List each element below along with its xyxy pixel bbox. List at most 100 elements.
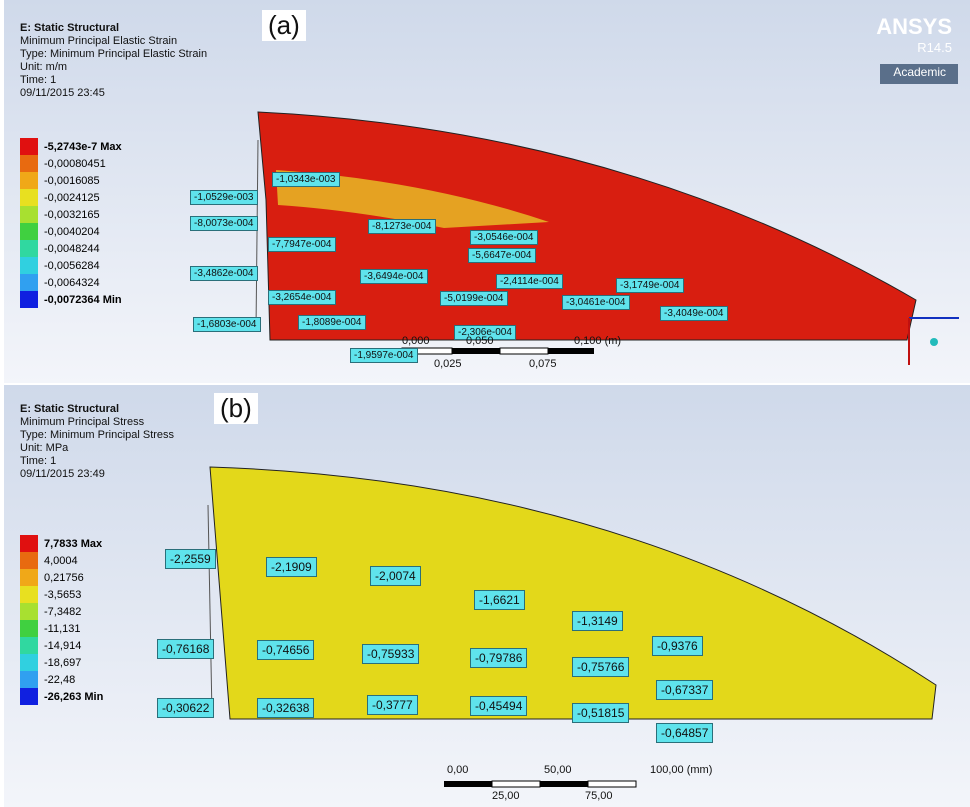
header-line: Unit: m/m — [20, 61, 207, 74]
legend-swatch — [20, 671, 38, 688]
probe-label: -3,1749e-004 — [616, 278, 684, 293]
header-line: Type: Minimum Principal Elastic Strain — [20, 48, 207, 61]
probe-label: -3,2654e-004 — [268, 290, 336, 305]
legend-swatch — [20, 552, 38, 569]
probe-label: -3,4862e-004 — [190, 266, 258, 281]
probe-label: -5,0199e-004 — [440, 291, 508, 306]
legend-row: -11,131 — [20, 620, 103, 637]
legend-label: -26,263 Min — [44, 691, 103, 703]
probe-label: -2,0074 — [370, 566, 421, 586]
probe-label: -2,1909 — [266, 557, 317, 577]
legend-row: -18,697 — [20, 654, 103, 671]
probe-label: -0,67337 — [656, 680, 713, 700]
scale-label: 100,00 (mm) — [650, 764, 712, 776]
probe-label: -0,79786 — [470, 648, 527, 668]
probe-label: -3,4049e-004 — [660, 306, 728, 321]
legend-swatch — [20, 240, 38, 257]
brand-edition: Academic — [876, 65, 952, 79]
scale-label: 0,025 — [434, 358, 462, 370]
legend-row: -0,0032165 — [20, 206, 122, 223]
header-line: E: Static Structural — [20, 22, 207, 35]
panel-b: E: Static Structural Minimum Principal S… — [4, 385, 970, 807]
legend-label: -0,0032165 — [44, 209, 100, 221]
legend-swatch — [20, 257, 38, 274]
legend-label: -0,0064324 — [44, 277, 100, 289]
legend-row: -14,914 — [20, 637, 103, 654]
legend-swatch — [20, 172, 38, 189]
legend-label: -11,131 — [44, 623, 81, 635]
legend-swatch — [20, 688, 38, 705]
probe-label: -0,3777 — [367, 695, 418, 715]
legend-label: -18,697 — [44, 657, 81, 669]
legend-row: -0,0048244 — [20, 240, 122, 257]
header-line: 09/11/2015 23:49 — [20, 468, 174, 481]
probe-label: -0,9376 — [652, 636, 703, 656]
probe-label: -3,6494e-004 — [360, 269, 428, 284]
legend-row: -3,5653 — [20, 586, 103, 603]
legend-label: -22,48 — [44, 674, 75, 686]
legend-swatch — [20, 206, 38, 223]
probe-label: -8,0073e-004 — [190, 216, 258, 231]
legend-label: 7,7833 Max — [44, 538, 102, 550]
legend-row: -0,0072364 Min — [20, 291, 122, 308]
legend-label: -0,0040204 — [44, 226, 100, 238]
legend-swatch — [20, 274, 38, 291]
probe-label: -3,0461e-004 — [562, 295, 630, 310]
legend-row: -26,263 Min — [20, 688, 103, 705]
screenshot: E: Static Structural Minimum Principal E… — [0, 0, 970, 807]
header: E: Static Structural Minimum Principal E… — [20, 22, 207, 100]
header-line: Minimum Principal Elastic Strain — [20, 35, 207, 48]
legend-label: 4,0004 — [44, 555, 78, 567]
probe-label: -1,0529e-003 — [190, 190, 258, 205]
legend-label: -0,0024125 — [44, 192, 100, 204]
probe-label: -8,1273e-004 — [368, 219, 436, 234]
probe-label: -1,9597e-004 — [350, 348, 418, 363]
legend-label: 0,21756 — [44, 572, 84, 584]
legend-label: -14,914 — [44, 640, 81, 652]
legend-label: -0,0072364 Min — [44, 294, 122, 306]
legend-row: 7,7833 Max — [20, 535, 103, 552]
panel-tag: (a) — [262, 10, 306, 41]
legend-label: -7,3482 — [44, 606, 81, 618]
header-line: Unit: MPa — [20, 442, 174, 455]
probe-label: -2,4114e-004 — [496, 274, 563, 289]
brand-version: R14.5 — [876, 40, 952, 55]
probe-label: -1,0343e-003 — [272, 172, 340, 187]
legend: -5,2743e-7 Max -0,00080451 -0,0016085 -0,00… — [20, 138, 122, 308]
panel-a: E: Static Structural Minimum Principal E… — [4, 0, 970, 383]
legend-swatch — [20, 291, 38, 308]
legend-swatch — [20, 155, 38, 172]
probe-label: -1,6621 — [474, 590, 525, 610]
header: E: Static Structural Minimum Principal S… — [20, 403, 174, 481]
legend: 7,7833 Max 4,0004 0,21756 -3,5653 -7,3482 -11… — [20, 535, 103, 705]
probe-label: -0,30622 — [157, 698, 214, 718]
legend-swatch — [20, 189, 38, 206]
legend-label: -0,0048244 — [44, 243, 100, 255]
scale-label: 0,00 — [447, 764, 468, 776]
legend-swatch — [20, 535, 38, 552]
legend-label: -0,0016085 — [44, 175, 100, 187]
brand-name: ANSYS — [876, 14, 952, 40]
header-line: Time: 1 — [20, 455, 174, 468]
scale-label: 0,050 — [466, 335, 494, 347]
scale-label: 50,00 — [544, 764, 572, 776]
probe-label: -1,6803e-004 — [193, 317, 261, 332]
header-line: E: Static Structural — [20, 403, 174, 416]
probe-label: -0,64857 — [656, 723, 713, 743]
legend-row: -0,0064324 — [20, 274, 122, 291]
legend-label: -0,0056284 — [44, 260, 100, 272]
legend-row: 0,21756 — [20, 569, 103, 586]
scale-label: 0,075 — [529, 358, 557, 370]
legend-swatch — [20, 603, 38, 620]
legend-label: -5,2743e-7 Max — [44, 141, 122, 153]
scale-label: 0,000 — [402, 335, 430, 347]
scale-label: 0,100 (m) — [574, 335, 621, 347]
probe-label: -0,74656 — [257, 640, 314, 660]
scale-label: 25,00 — [492, 790, 520, 802]
probe-label: -3,0546e-004 — [470, 230, 538, 245]
legend-swatch — [20, 637, 38, 654]
legend-swatch — [20, 569, 38, 586]
legend-swatch — [20, 620, 38, 637]
legend-swatch — [20, 586, 38, 603]
legend-label: -0,00080451 — [44, 158, 106, 170]
